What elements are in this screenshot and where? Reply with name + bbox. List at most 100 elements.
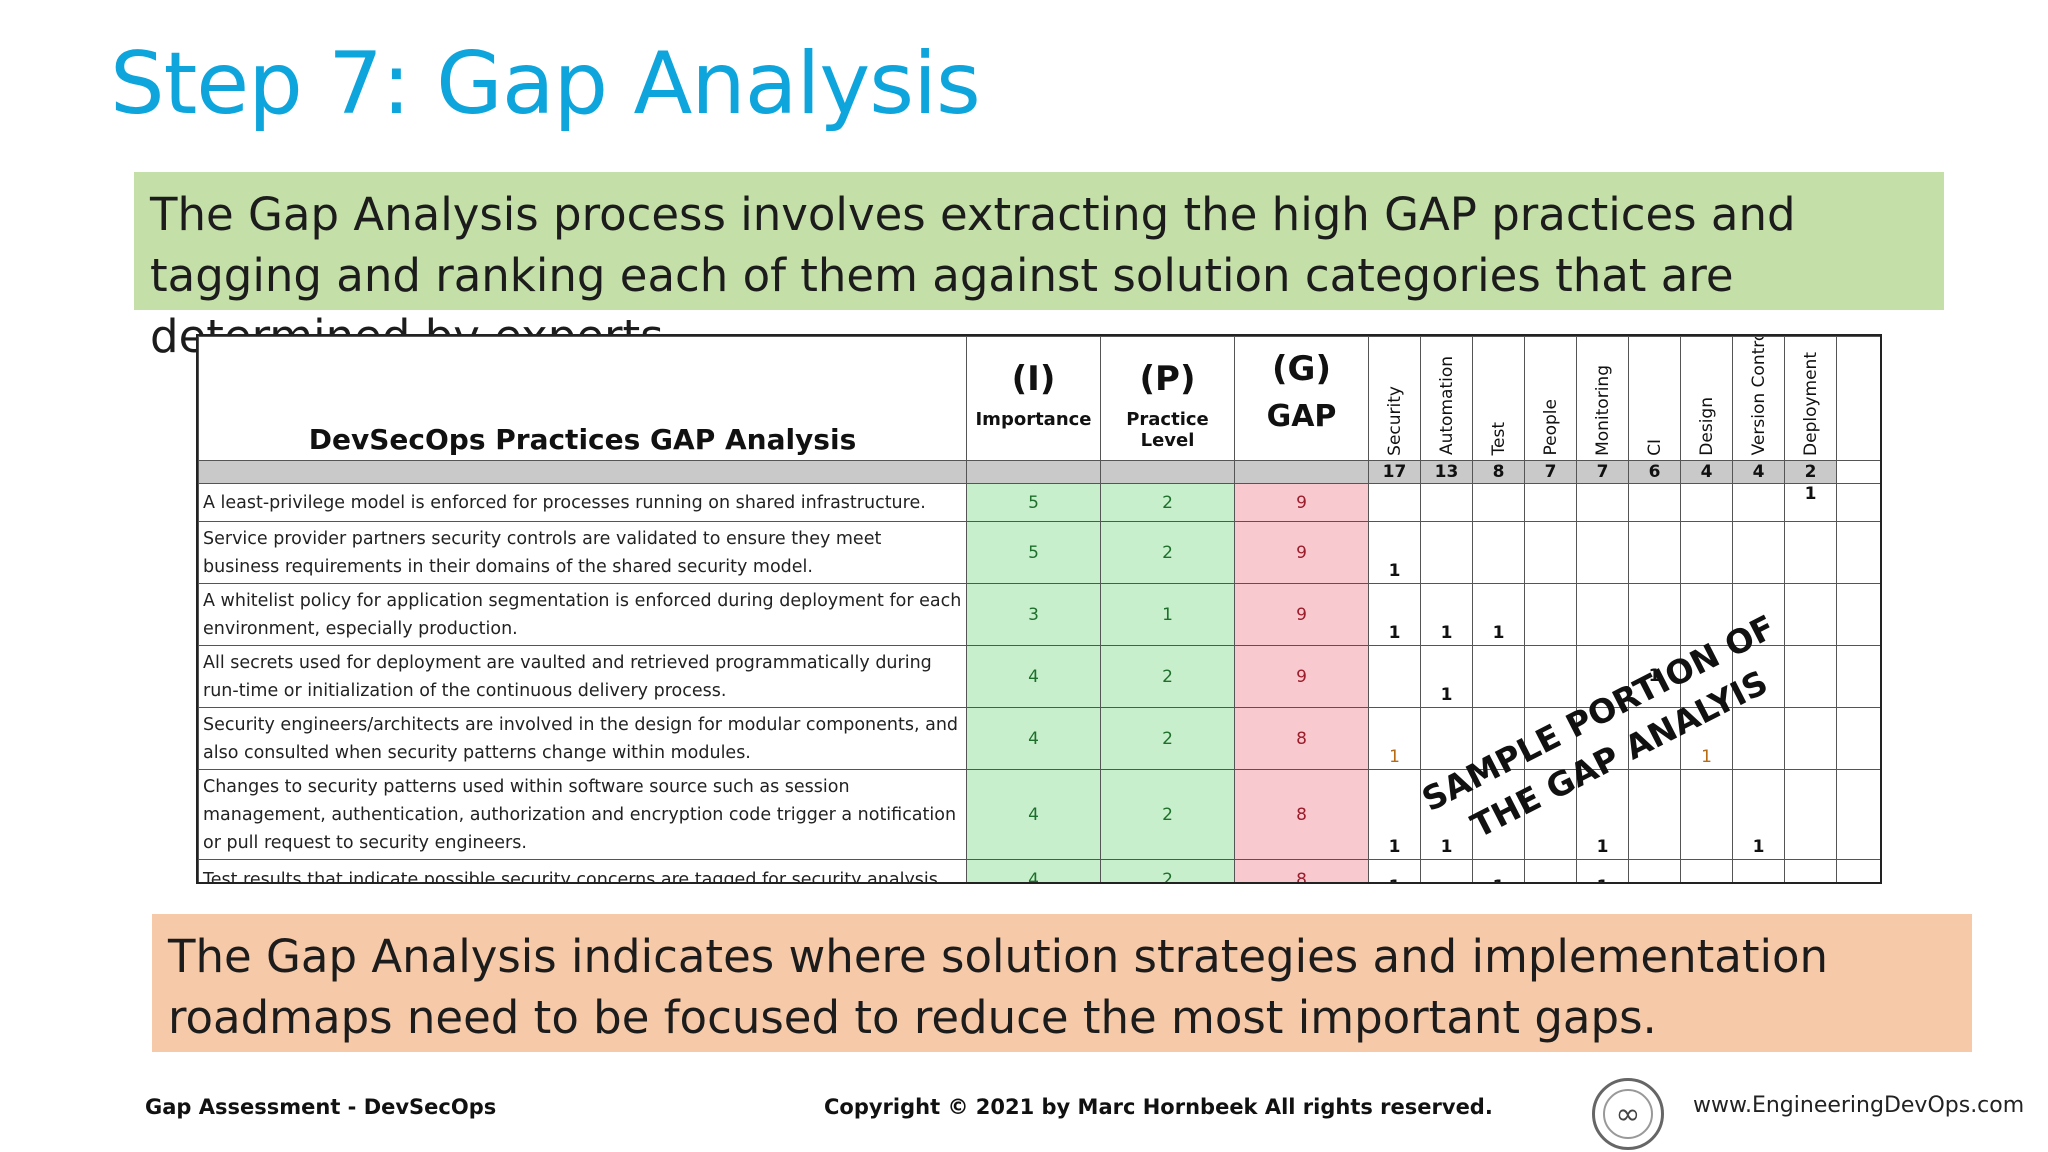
practice-level-value: 2 xyxy=(1100,521,1235,584)
category-mark xyxy=(1784,859,1837,882)
table-row: All secrets used for deployment are vaul… xyxy=(198,645,1880,708)
category-mark: 1 xyxy=(1472,859,1525,882)
importance-value: 4 xyxy=(966,707,1101,770)
gap-value: 9 xyxy=(1234,483,1369,522)
category-mark xyxy=(1784,583,1837,646)
table-row: Test results that indicate possible secu… xyxy=(198,859,1880,882)
category-mark xyxy=(1732,483,1785,522)
infinity-logo-icon: ∞ xyxy=(1592,1078,1664,1150)
category-mark xyxy=(1576,707,1629,770)
category-mark: 1 xyxy=(1628,645,1681,708)
category-mark: 1 xyxy=(1368,707,1421,770)
table-row: Security engineers/architects are involv… xyxy=(198,707,1880,770)
practice-level-value: 2 xyxy=(1100,859,1235,882)
category-mark xyxy=(1784,769,1837,860)
practice-description: A whitelist policy for application segme… xyxy=(198,583,967,646)
table-row: Changes to security patterns used within… xyxy=(198,769,1880,860)
category-mark xyxy=(1524,707,1577,770)
category-mark: 1 xyxy=(1732,769,1785,860)
category-mark xyxy=(1472,521,1525,584)
category-mark xyxy=(1680,645,1733,708)
category-total: 2 xyxy=(1784,460,1837,484)
category-header: Security xyxy=(1368,336,1421,461)
footer-left: Gap Assessment - DevSecOps xyxy=(145,1095,497,1119)
conclusion-callout: The Gap Analysis indicates where solutio… xyxy=(152,914,1972,1052)
category-mark xyxy=(1784,645,1837,708)
practice-description: All secrets used for deployment are vaul… xyxy=(198,645,967,708)
category-mark: 1 xyxy=(1368,859,1421,882)
gap-value: 9 xyxy=(1234,645,1369,708)
category-mark xyxy=(1368,645,1421,708)
category-mark xyxy=(1472,483,1525,522)
gap-value: 9 xyxy=(1234,583,1369,646)
category-total: 4 xyxy=(1680,460,1733,484)
empty-cell xyxy=(1836,521,1880,584)
table-row: Service provider partners security contr… xyxy=(198,521,1880,584)
category-header: Automation xyxy=(1420,336,1473,461)
gap-label: GAP xyxy=(1266,399,1337,434)
empty-cell xyxy=(1836,483,1880,522)
category-mark xyxy=(1628,583,1681,646)
category-total: 17 xyxy=(1368,460,1421,484)
practice-level-header: (P) Practice Level xyxy=(1100,336,1235,461)
empty-cell xyxy=(1836,645,1880,708)
practice-description: A least-privilege model is enforced for … xyxy=(198,483,967,522)
category-header: People xyxy=(1524,336,1577,461)
gap-analysis-table: DevSecOps Practices GAP Analysis (I) Imp… xyxy=(196,334,1882,884)
importance-code: (I) xyxy=(1011,359,1056,399)
practice-level-value: 2 xyxy=(1100,645,1235,708)
gap-value: 9 xyxy=(1234,521,1369,584)
category-mark xyxy=(1576,583,1629,646)
empty-header xyxy=(1836,336,1880,461)
category-mark xyxy=(1680,483,1733,522)
category-mark xyxy=(1628,859,1681,882)
category-total: 6 xyxy=(1628,460,1681,484)
category-total: 7 xyxy=(1524,460,1577,484)
practice-level-value: 2 xyxy=(1100,707,1235,770)
category-mark: 1 xyxy=(1368,583,1421,646)
table-row: A least-privilege model is enforced for … xyxy=(198,483,1880,522)
category-header: Design xyxy=(1680,336,1733,461)
category-mark xyxy=(1784,521,1837,584)
category-header: Deployment xyxy=(1784,336,1837,461)
empty-cell xyxy=(1836,859,1880,882)
practice-description: Service provider partners security contr… xyxy=(198,521,967,584)
category-mark xyxy=(1680,859,1733,882)
category-mark: 1 xyxy=(1368,769,1421,860)
category-mark xyxy=(1680,521,1733,584)
category-mark xyxy=(1784,707,1837,770)
slide-title: Step 7: Gap Analysis xyxy=(110,34,981,134)
category-mark: 1 xyxy=(1420,583,1473,646)
category-mark xyxy=(1524,769,1577,860)
category-mark xyxy=(1732,859,1785,882)
category-mark xyxy=(1472,645,1525,708)
category-mark xyxy=(1680,769,1733,860)
gap-code: (G) xyxy=(1272,349,1331,389)
practice-description: Test results that indicate possible secu… xyxy=(198,859,967,882)
category-mark xyxy=(1420,521,1473,584)
category-header: Version Control xyxy=(1732,336,1785,461)
category-mark: 1 xyxy=(1420,645,1473,708)
gap-value: 8 xyxy=(1234,859,1369,882)
category-mark xyxy=(1576,483,1629,522)
category-total: 8 xyxy=(1472,460,1525,484)
gap-value: 8 xyxy=(1234,769,1369,860)
category-mark xyxy=(1524,645,1577,708)
category-mark: 1 xyxy=(1368,521,1421,584)
category-header: Test xyxy=(1472,336,1525,461)
category-header: CI xyxy=(1628,336,1681,461)
category-mark xyxy=(1368,483,1421,522)
category-mark xyxy=(1628,521,1681,584)
importance-header: (I) Importance xyxy=(966,336,1101,461)
category-mark xyxy=(1524,483,1577,522)
category-mark xyxy=(1524,859,1577,882)
empty-cell xyxy=(1836,583,1880,646)
importance-value: 4 xyxy=(966,859,1101,882)
category-mark xyxy=(1524,583,1577,646)
empty-cell xyxy=(1836,769,1880,860)
practice-label: Practice Level xyxy=(1126,409,1209,451)
practice-description: Changes to security patterns used within… xyxy=(198,769,967,860)
category-mark xyxy=(1524,521,1577,584)
category-mark xyxy=(1576,645,1629,708)
importance-value: 3 xyxy=(966,583,1101,646)
